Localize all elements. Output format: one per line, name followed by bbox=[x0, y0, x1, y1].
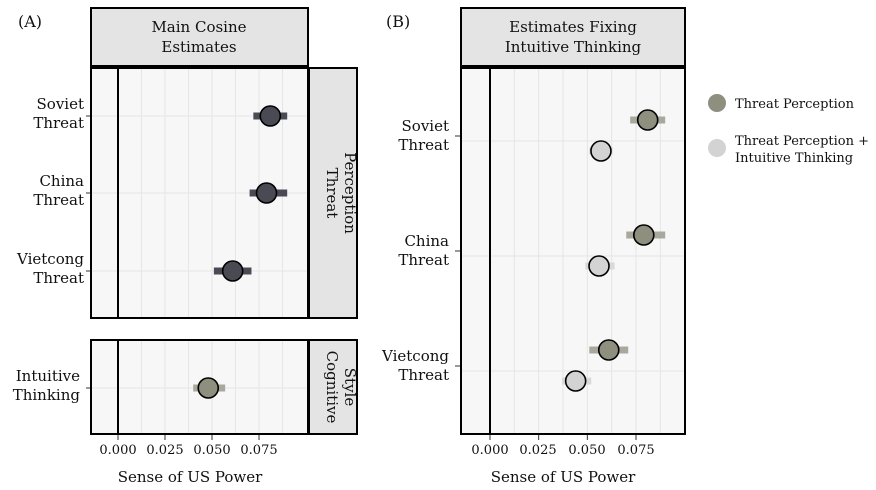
panel-a-row-label-soviet-2: Threat bbox=[33, 114, 84, 132]
panel-b-point bbox=[588, 255, 610, 277]
panel-a-x-tick-label: 0.050 bbox=[193, 443, 230, 458]
panel-a-row-label-vietcong-1: Vietcong bbox=[16, 250, 84, 268]
panel-b-x-tick-label: 0.025 bbox=[519, 443, 556, 458]
legend-label-threat-perception: Threat Perception bbox=[735, 97, 855, 112]
legend-label-threat-perception-intuitive-2: Intuitive Thinking bbox=[735, 151, 853, 166]
panel-b-title-line-2: Intuitive Thinking bbox=[505, 38, 642, 56]
panel-b-x-tick-label: 0.050 bbox=[568, 443, 605, 458]
panel-a-facet-2-label-line-1: Cognitive bbox=[323, 351, 341, 424]
panel-a-point bbox=[255, 182, 278, 204]
panel-a-facet-2-label-line-2: Style bbox=[341, 368, 359, 407]
panel-b-point bbox=[632, 224, 655, 246]
panel-b-row-label-vietcong-1: Vietcong bbox=[381, 347, 449, 365]
panel-b-x-tick-label: 0.075 bbox=[617, 443, 654, 458]
panel-a-row-label-intuitive-2: Thinking bbox=[13, 386, 81, 404]
panel-a-x-tick-label: 0.025 bbox=[146, 443, 183, 458]
panel-a-facet-2-plot-frame bbox=[90, 339, 309, 435]
panel-a-point bbox=[259, 105, 282, 127]
panel-b-letter: (B) bbox=[386, 12, 410, 31]
panel-b-point bbox=[564, 370, 587, 392]
panel-b-row-label-china-2: Threat bbox=[398, 251, 449, 269]
panel-b-x-tick-label: 0.000 bbox=[471, 443, 508, 458]
panel-a-facet-1-label-line-1: Threat bbox=[323, 168, 341, 219]
legend-key-threat-perception-intuitive bbox=[708, 139, 726, 157]
panel-a-facet-1-label-line-2: Perception bbox=[341, 152, 359, 234]
panel-b-x-axis-label: Sense of US Power bbox=[491, 468, 636, 486]
legend-label-threat-perception-intuitive-1: Threat Perception + bbox=[735, 134, 869, 149]
chart-marks bbox=[86, 69, 684, 440]
panel-a-x-tick-label: 0.000 bbox=[99, 443, 136, 458]
panel-a-facet-1-plot-frame bbox=[90, 67, 309, 319]
panel-b-title-strip bbox=[460, 7, 686, 67]
panel-b-row-label-soviet-2: Threat bbox=[398, 136, 449, 154]
panel-a-title-line-1: Main Cosine bbox=[151, 18, 246, 36]
panel-b-point bbox=[590, 140, 612, 162]
legend-key-threat-perception bbox=[708, 94, 726, 112]
panel-a-title-line-2: Estimates bbox=[161, 38, 236, 56]
panel-a-row-label-intuitive-1: Intuitive bbox=[16, 367, 80, 385]
panel-b-point bbox=[597, 339, 620, 361]
panel-a-point bbox=[221, 260, 244, 282]
panel-a-row-label-soviet-1: Soviet bbox=[37, 95, 84, 113]
panel-a-point bbox=[197, 377, 220, 399]
panel-a-row-label-china-1: China bbox=[39, 172, 84, 190]
panel-a-facet-2-strip bbox=[308, 339, 358, 435]
panel-a-letter: (A) bbox=[18, 12, 42, 31]
panel-a-title-strip bbox=[90, 7, 309, 67]
panel-b-row-label-china-1: China bbox=[404, 232, 449, 250]
panel-b-row-label-soviet-1: Soviet bbox=[402, 117, 449, 135]
panel-a-row-label-china-2: Threat bbox=[33, 191, 84, 209]
panel-b-title-line-1: Estimates Fixing bbox=[509, 18, 637, 36]
panel-b-plot-frame bbox=[460, 67, 686, 435]
panel-a-x-axis-label: Sense of US Power bbox=[118, 468, 263, 486]
panel-a-facet-1-strip bbox=[308, 67, 358, 319]
panel-b-row-label-vietcong-2: Threat bbox=[398, 366, 449, 384]
panel-a-row-label-vietcong-2: Threat bbox=[33, 269, 84, 287]
panel-a-x-tick-label: 0.075 bbox=[240, 443, 277, 458]
panel-b-point bbox=[636, 109, 659, 131]
